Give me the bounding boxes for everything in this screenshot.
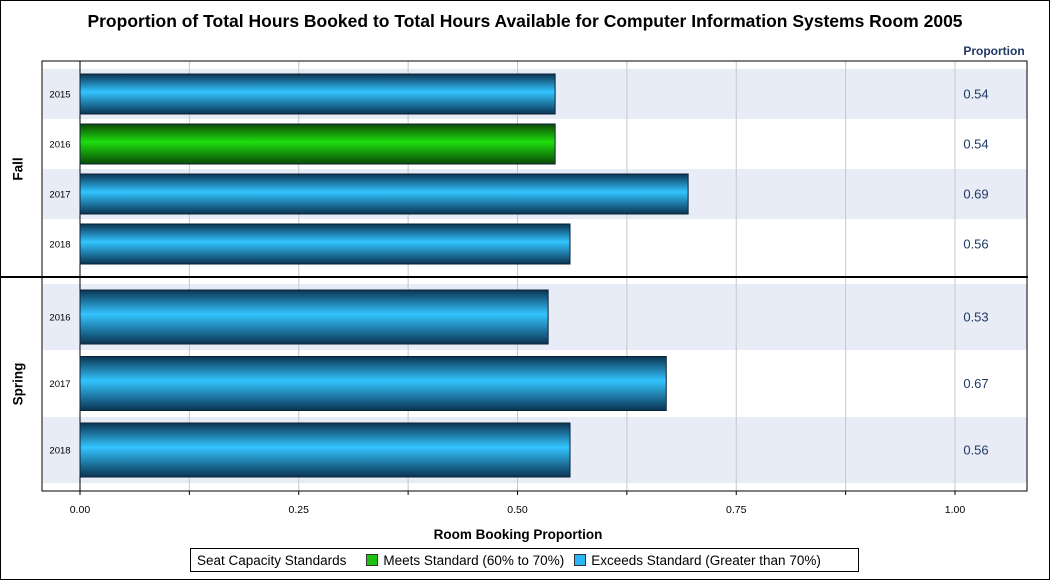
- category-label: 2018: [49, 240, 70, 251]
- value-label: 0.69: [963, 187, 988, 202]
- x-tick-label: 0.75: [726, 504, 747, 516]
- value-label: 0.54: [963, 137, 988, 152]
- value-label: 0.53: [963, 310, 988, 325]
- proportion-column-header: Proportion: [963, 44, 1024, 58]
- legend-swatch-meets: [366, 554, 379, 566]
- bar-fall-2018: [79, 223, 571, 265]
- x-axis-label: Room Booking Proportion: [434, 527, 603, 542]
- bar-spring-2018: [79, 422, 571, 478]
- bar-fall-2015: [79, 73, 556, 115]
- value-label: 0.56: [963, 237, 988, 252]
- bar-chart: 2015 0.54 2016 0.54 2017 0.69 2018 0.56 Fall 2016…: [0, 44, 1028, 542]
- chart-title: Proportion of Total Hours Booked to Tota…: [87, 11, 963, 31]
- category-label: 2016: [49, 313, 70, 324]
- bar-spring-2017: [79, 356, 667, 411]
- group-label-spring: Spring: [11, 363, 26, 406]
- x-tick-label: 0.25: [289, 504, 310, 516]
- value-label: 0.56: [963, 443, 988, 458]
- legend-title: Seat Capacity Standards: [197, 552, 347, 568]
- category-label: 2017: [49, 190, 70, 201]
- category-label: 2018: [49, 446, 70, 457]
- x-tick-label: 1.00: [945, 504, 966, 516]
- value-label: 0.67: [963, 376, 988, 391]
- legend-label-exceeds: Exceeds Standard (Greater than 70%): [591, 552, 821, 568]
- x-tick-label: 0.00: [70, 504, 91, 516]
- x-tick-label: 0.50: [507, 504, 528, 516]
- value-label: 0.54: [963, 87, 988, 102]
- category-label: 2017: [49, 379, 70, 390]
- category-label: 2015: [49, 90, 70, 101]
- group-label-fall: Fall: [11, 157, 26, 180]
- bar-spring-2016: [79, 289, 549, 345]
- legend-item-exceeds: Exceeds Standard (Greater than 70%): [574, 553, 821, 568]
- legend-item-meets: Meets Standard (60% to 70%): [366, 553, 564, 568]
- legend-swatch-exceeds: [574, 554, 587, 566]
- category-label: 2016: [49, 140, 70, 151]
- legend-label-meets: Meets Standard (60% to 70%): [383, 552, 565, 568]
- bar-fall-2016: [79, 123, 556, 165]
- legend: Seat Capacity Standards Meets Standard (…: [190, 548, 859, 572]
- bar-fall-2017: [79, 173, 689, 215]
